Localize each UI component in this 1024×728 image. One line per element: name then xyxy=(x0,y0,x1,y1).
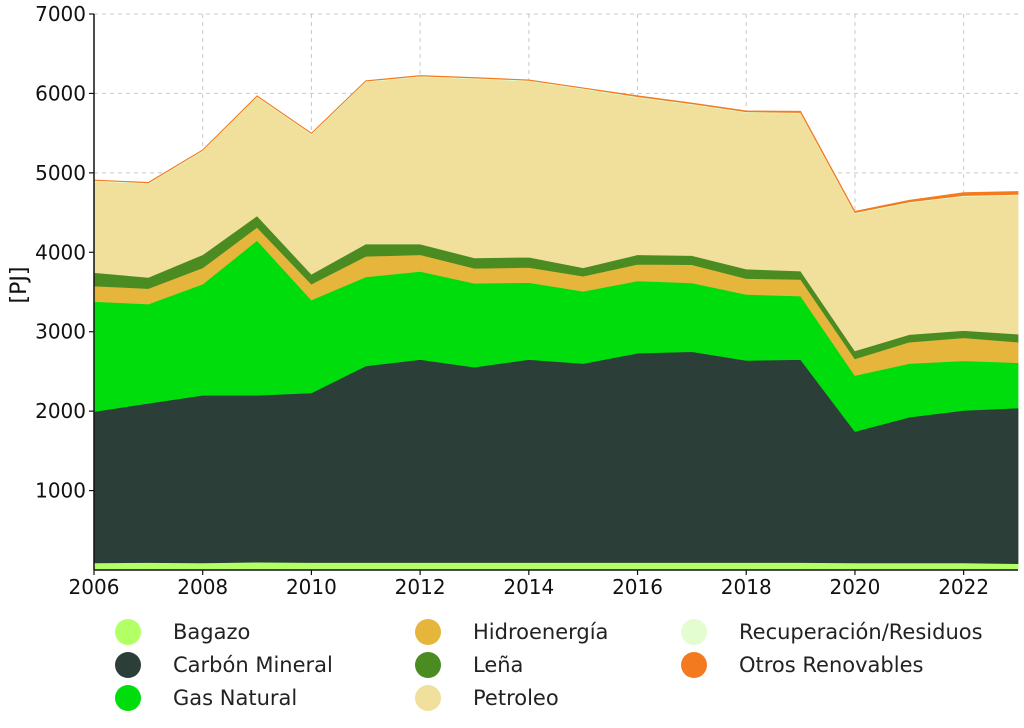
area-layer xyxy=(93,75,1019,571)
legend-item-recuperacion-residuos: Recuperación/Residuos xyxy=(681,619,983,645)
legend-swatch xyxy=(115,685,141,711)
y-axis-title: [PJ] xyxy=(7,267,32,304)
legend-item-carbon-mineral: Carbón Mineral xyxy=(115,652,333,678)
legend-item-bagazo: Bagazo xyxy=(115,619,250,645)
x-tick-label: 2014 xyxy=(503,575,554,599)
legend-label: Carbón Mineral xyxy=(173,653,333,677)
x-tick-label: 2018 xyxy=(721,575,772,599)
legend-label: Gas Natural xyxy=(173,686,297,710)
legend-swatch xyxy=(415,652,441,678)
legend-swatch xyxy=(681,652,707,678)
x-tick-label: 2022 xyxy=(938,575,989,599)
legend-label: Petroleo xyxy=(473,686,559,710)
y-tick-label: 5000 xyxy=(35,161,86,185)
legend-swatch xyxy=(415,619,441,645)
legend-item-lena: Leña xyxy=(415,652,523,678)
x-tick-label: 2006 xyxy=(69,575,120,599)
x-tick-label: 2008 xyxy=(177,575,228,599)
legend-label: Recuperación/Residuos xyxy=(739,620,983,644)
legend-item-gas-natural: Gas Natural xyxy=(115,685,297,711)
x-tick-label: 2020 xyxy=(829,575,880,599)
legend-label: Bagazo xyxy=(173,620,250,644)
x-tick-labels: 2006 2008 2010 2012 2014 2016 2018 2020 2022 xyxy=(69,570,989,599)
legend-swatch xyxy=(415,685,441,711)
legend-swatch xyxy=(115,619,141,645)
axis-layer xyxy=(93,14,1018,571)
legend-swatch xyxy=(681,619,707,645)
y-tick-label: 7000 xyxy=(35,2,86,26)
y-tick-label: 4000 xyxy=(35,240,86,264)
area-bagazo xyxy=(93,561,1019,571)
y-tick-label: 1000 xyxy=(35,479,86,503)
legend-item-hidroenergia: Hidroenergía xyxy=(415,619,608,645)
legend-item-otros-renovables: Otros Renovables xyxy=(681,652,923,678)
area-otros-renovables xyxy=(93,75,1019,214)
y-tick-label: 3000 xyxy=(35,320,86,344)
legend-swatch xyxy=(115,652,141,678)
x-tick-label: 2012 xyxy=(395,575,446,599)
legend-label: Hidroenergía xyxy=(473,620,608,644)
legend: Bagazo Carbón Mineral Gas Natural Hidroener… xyxy=(115,619,983,711)
legend-item-petroleo: Petroleo xyxy=(415,685,559,711)
x-tick-label: 2010 xyxy=(286,575,337,599)
legend-label: Leña xyxy=(473,653,523,677)
y-tick-labels: 1000 2000 3000 4000 5000 6000 7000 xyxy=(35,2,94,503)
y-tick-label: 2000 xyxy=(35,399,86,423)
y-tick-label: 6000 xyxy=(35,81,86,105)
x-tick-label: 2016 xyxy=(612,575,663,599)
legend-label: Otros Renovables xyxy=(739,653,923,677)
